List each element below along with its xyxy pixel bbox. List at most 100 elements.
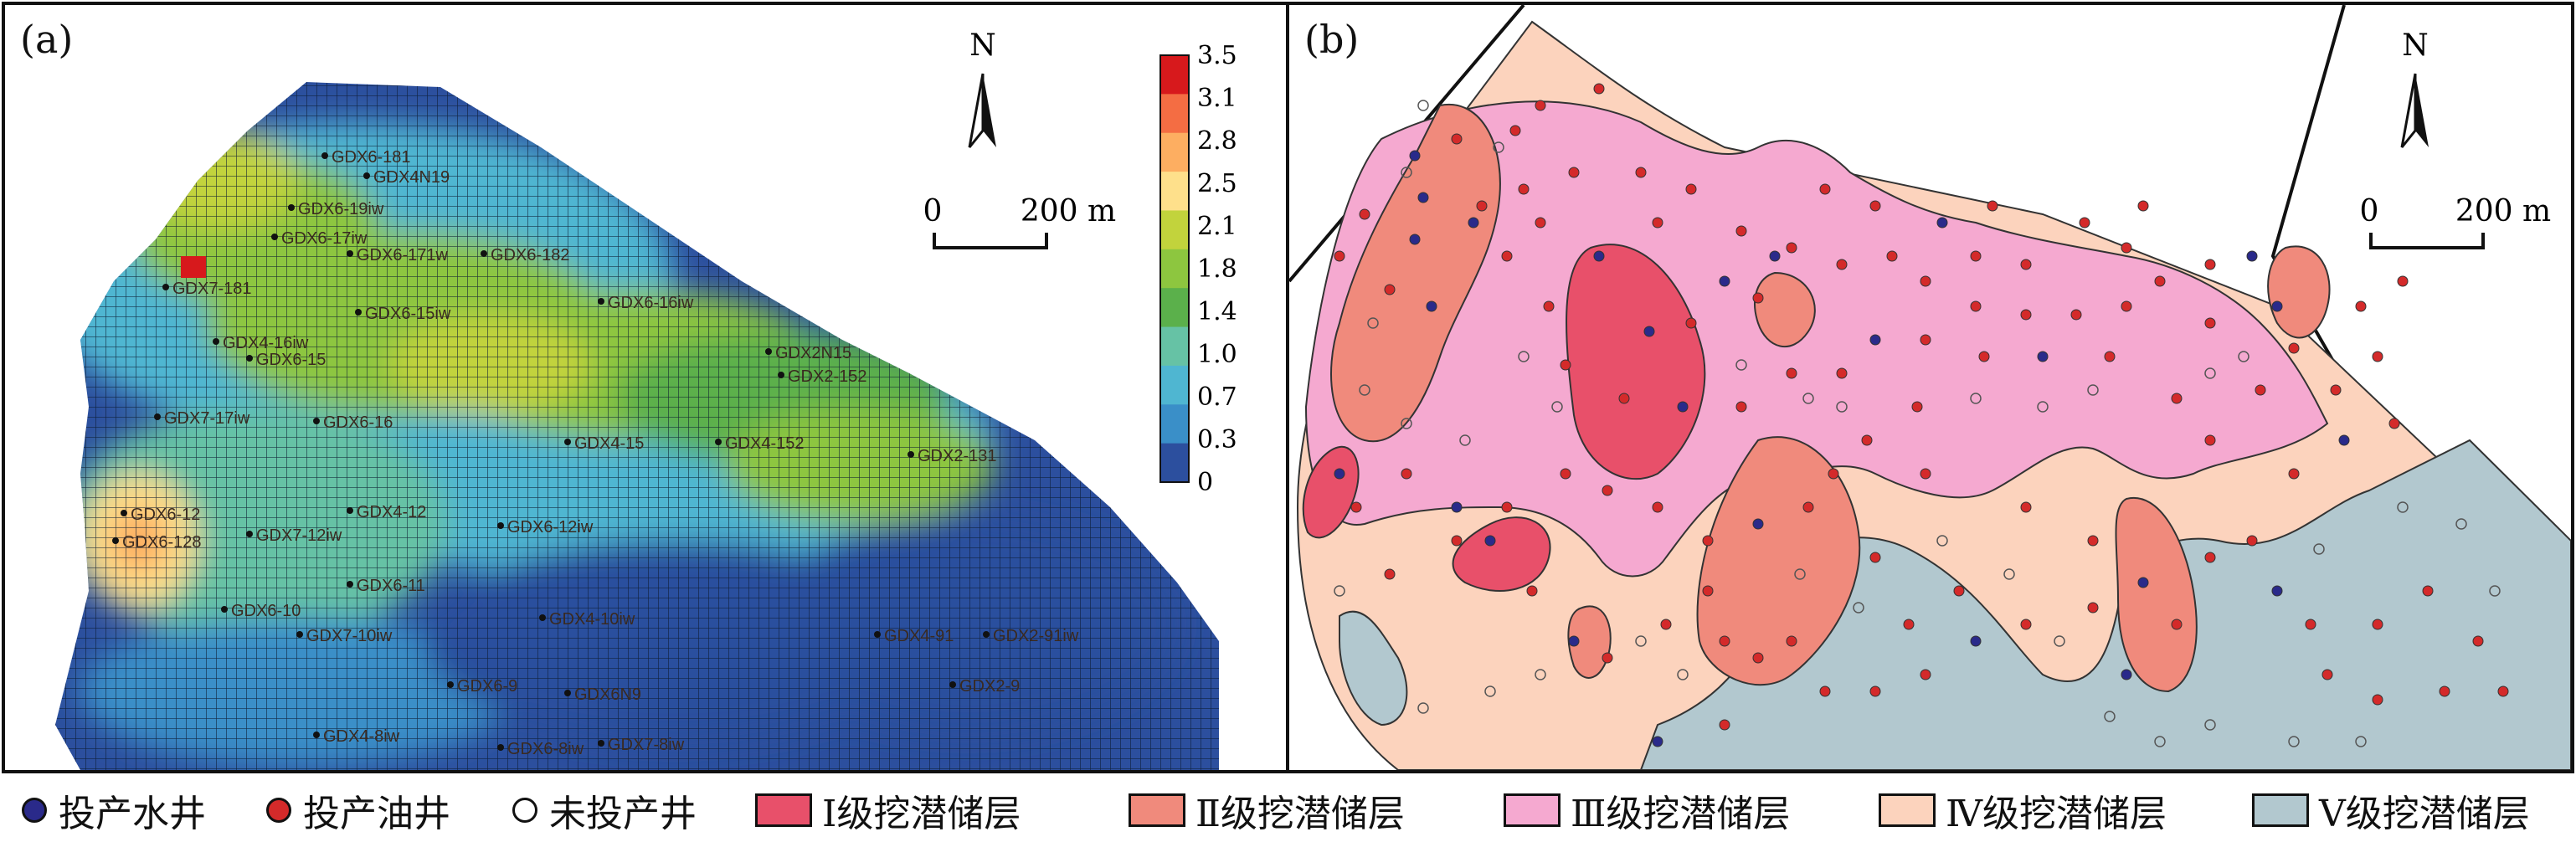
- oil-well-point: [1568, 167, 1580, 178]
- colorbar-segment: [1160, 404, 1189, 444]
- unproduced-well-point: [2087, 384, 2099, 396]
- water-well-point: [1593, 250, 1605, 262]
- oil-well-point: [1652, 217, 1663, 228]
- well-label: GDX7-12iw: [256, 526, 342, 545]
- oil-well-point: [2204, 552, 2216, 563]
- well-marker: [564, 439, 571, 445]
- well-marker: [246, 531, 253, 537]
- oil-well-point: [2020, 309, 2032, 321]
- well-marker: [983, 631, 990, 638]
- oil-well-point: [2020, 619, 2032, 630]
- well-label: GDX4-152: [725, 434, 805, 453]
- oil-well-point: [2079, 217, 2090, 228]
- oil-well-point: [2121, 300, 2132, 312]
- oil-well-point: [1702, 585, 1714, 597]
- oil-well-point: [1987, 200, 1998, 212]
- oil-well-point: [1978, 351, 1990, 362]
- well-label: GDX6-12iw: [507, 518, 594, 537]
- well-label: GDX2-152: [788, 367, 867, 386]
- oil-well-point: [2087, 535, 2099, 547]
- zone-1-area-3: [1302, 445, 1360, 539]
- well-label: GDX4-12: [357, 503, 426, 521]
- oil-well-point: [1920, 275, 1931, 287]
- oil-well-point: [2422, 585, 2434, 597]
- unproduced-well-point: [2054, 635, 2065, 647]
- north-label-b: N: [2402, 28, 2429, 63]
- unproduced-well-point: [2238, 351, 2250, 362]
- oil-well-point: [2171, 619, 2183, 630]
- oil-well-point: [2070, 309, 2082, 321]
- well-marker: [949, 681, 956, 688]
- oil-well-point: [1802, 501, 1814, 513]
- oil-well-point: [1836, 367, 1848, 379]
- unproduced-well-point: [2204, 367, 2216, 379]
- colorbar-segment: [1160, 249, 1189, 289]
- legend-unproduced-well: 未投产井: [512, 785, 697, 835]
- oil-well-point: [1903, 619, 1915, 630]
- colorbar-tick-label: 1.4: [1197, 297, 1237, 326]
- colorbar-segment: [1160, 132, 1189, 172]
- legend-zone-1-label: Ⅰ级挖潜储层: [822, 793, 1021, 835]
- well-marker: [313, 418, 320, 424]
- well-marker: [497, 744, 504, 751]
- colorbar: 3.5 3.1 2.8 2.5 2.1 1.8 1.4 1.0 0.7 0.3 0: [1159, 41, 1237, 497]
- panel-b-label: (b): [1304, 17, 1360, 62]
- oil-well-point: [1752, 292, 1764, 304]
- water-well-point: [2037, 351, 2049, 362]
- oil-well-point: [1509, 125, 1521, 136]
- water-well-point: [1426, 300, 1437, 312]
- oil-well-point: [1384, 568, 1396, 580]
- legend-zone-4: Ⅳ级挖潜储层: [1879, 785, 2167, 835]
- unproduced-well-point: [1794, 568, 1806, 580]
- legend-water-well-label: 投产水井: [59, 793, 206, 835]
- water-well-point: [2246, 250, 2258, 262]
- zone-2-area-2: [1696, 436, 1861, 686]
- unproduced-well-point: [1836, 401, 1848, 413]
- water-well-point: [1970, 635, 1982, 647]
- scale-label: 200 m: [1021, 194, 1116, 228]
- well-label: GDX6-9: [457, 677, 517, 696]
- scale-bar: 0 200 m: [923, 194, 1116, 249]
- unproduced-well-point: [2204, 719, 2216, 731]
- zone-2-swatch: [1129, 793, 1185, 827]
- legend-zone-2: Ⅱ级挖潜储层: [1129, 785, 1405, 835]
- water-well-point: [1334, 468, 1345, 480]
- oil-well-point: [1953, 585, 1965, 597]
- oil-well-point: [1869, 200, 1881, 212]
- well-label: GDX2N15: [775, 344, 851, 362]
- oil-well-point: [1535, 217, 1546, 228]
- water-well-point: [1652, 736, 1663, 747]
- unproduced-well-point: [1936, 535, 1948, 547]
- well-marker: [447, 681, 454, 688]
- well-label: GDX4-8iw: [323, 727, 400, 746]
- water-well-point: [2271, 300, 2283, 312]
- oil-well-point: [2020, 501, 2032, 513]
- well-marker: [162, 284, 169, 290]
- water-well-point: [1468, 217, 1479, 228]
- oil-well-point: [2439, 685, 2450, 697]
- well-marker: [313, 732, 320, 738]
- well-label: GDX2-131: [918, 447, 997, 465]
- water-well-point: [2121, 669, 2132, 680]
- well-label: GDX6-16: [323, 413, 393, 432]
- legend-zone-4-label: Ⅳ级挖潜储层: [1946, 793, 2167, 835]
- well-label: GDX7-17iw: [164, 409, 250, 428]
- unproduced-well-point: [2003, 568, 2015, 580]
- well-marker: [288, 204, 295, 211]
- water-well-point: [1752, 518, 1764, 530]
- well-label: GDX6-171w: [357, 246, 448, 264]
- oil-well-point: [1560, 359, 1571, 371]
- oil-well-point: [1719, 719, 1730, 731]
- water-well-point: [1417, 192, 1429, 203]
- unproduced-well-point: [1417, 100, 1429, 111]
- oil-well-point: [1384, 284, 1396, 295]
- unproduced-well-point: [1493, 141, 1504, 153]
- legend-zone-5-label: Ⅴ级挖潜储层: [2319, 793, 2530, 835]
- unproduced-well-point: [2455, 518, 2467, 530]
- oil-well-point: [1660, 619, 1672, 630]
- water-well-point: [2271, 585, 2283, 597]
- oil-well-point: [2137, 200, 2149, 212]
- unproduced-well-point: [1459, 434, 1471, 446]
- well-marker: [213, 338, 219, 345]
